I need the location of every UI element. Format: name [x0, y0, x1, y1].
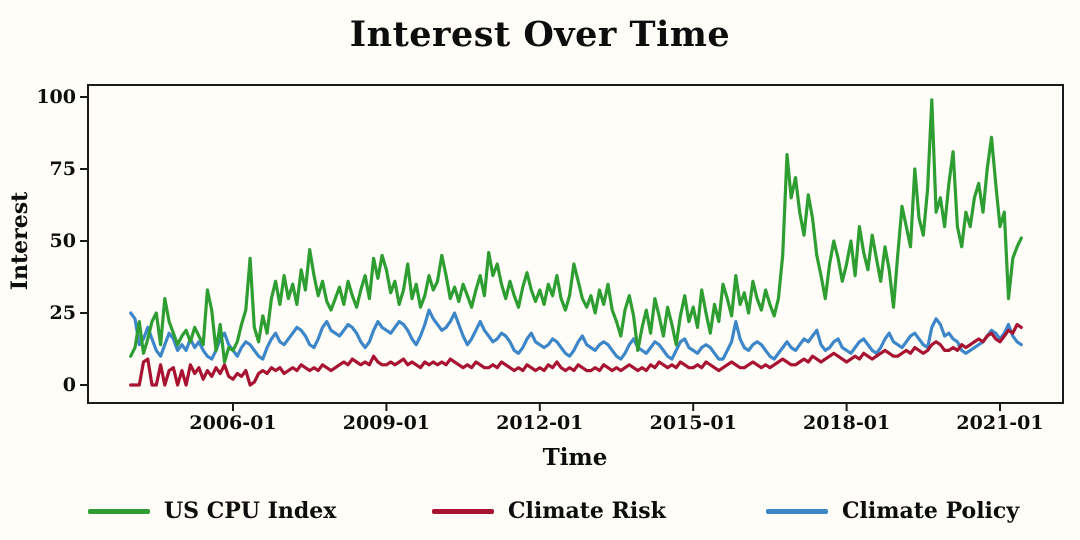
legend-item-climate-risk: Climate Risk — [432, 498, 666, 524]
series-line-us-cpu-index — [129, 98, 1023, 364]
series-line-climate-policy — [129, 308, 1023, 361]
legend-label: Climate Policy — [842, 498, 1020, 524]
legend-swatch — [766, 508, 828, 514]
legend-swatch — [88, 508, 150, 514]
plot-border — [87, 84, 1064, 404]
y-axis-label: Interest — [7, 191, 33, 291]
legend-item-us-cpu-index: US CPU Index — [88, 498, 336, 524]
series-line-climate-risk — [129, 322, 1023, 387]
x-axis-label: Time — [542, 444, 608, 471]
legend-label: US CPU Index — [164, 498, 337, 524]
legend-swatch — [432, 508, 494, 514]
legend-item-climate-policy: Climate Policy — [766, 498, 1019, 524]
chart-title: Interest Over Time — [349, 14, 731, 55]
legend: US CPU Index Climate Risk Climate Policy — [0, 498, 1080, 538]
legend-label: Climate Risk — [508, 498, 666, 524]
